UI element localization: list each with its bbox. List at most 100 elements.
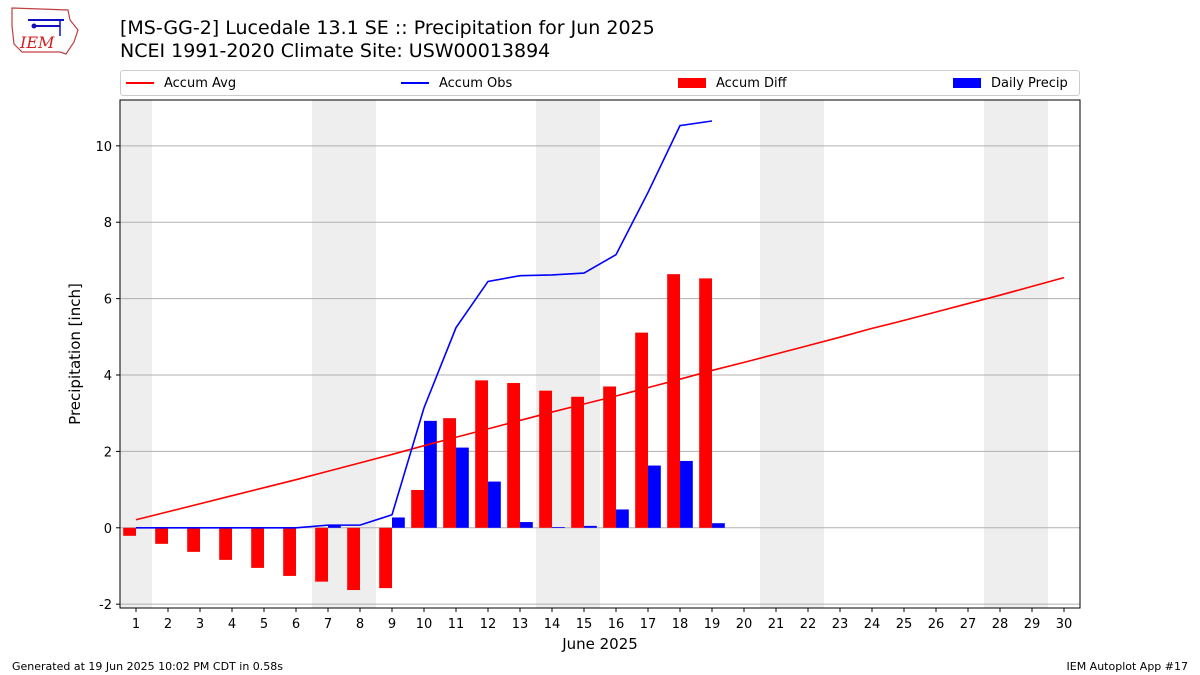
daily-precip-bar xyxy=(392,517,405,528)
x-tick-label: 9 xyxy=(388,617,396,632)
legend-item-daily-precip: Daily Precip xyxy=(953,71,1068,95)
accum-diff-bar xyxy=(347,527,360,591)
accum-obs-line xyxy=(136,120,713,529)
legend-item-accum-avg: Accum Avg xyxy=(126,71,236,95)
daily-precip-bar xyxy=(488,481,501,528)
accum-diff-bar xyxy=(379,527,392,589)
accum-diff-bar xyxy=(443,418,456,528)
accum-diff-bar xyxy=(539,390,552,528)
accum-diff-bar xyxy=(251,527,264,568)
daily-precip-bar xyxy=(648,465,661,528)
x-tick-label: 22 xyxy=(800,617,817,632)
x-tick-label: 15 xyxy=(576,617,593,632)
y-tick-label: -2 xyxy=(99,598,112,613)
x-tick-label: 8 xyxy=(356,617,364,632)
x-tick-label: 30 xyxy=(1056,617,1073,632)
x-tick-label: 10 xyxy=(416,617,433,632)
weekend-shade xyxy=(792,100,824,608)
x-tick-label: 12 xyxy=(480,617,497,632)
accum-diff-bar xyxy=(219,527,232,560)
x-tick-label: 28 xyxy=(992,617,1009,632)
chart-title: [MS-GG-2] Lucedale 13.1 SE :: Precipitat… xyxy=(120,17,655,39)
legend-swatch-accum-diff xyxy=(678,78,706,88)
weekend-shade xyxy=(1016,100,1048,608)
chart-legend: Accum Avg Accum Obs Accum Diff Daily Pre… xyxy=(120,70,1080,96)
y-tick-label: 0 xyxy=(104,522,112,537)
daily-precip-bar xyxy=(584,525,597,528)
plot-frame xyxy=(119,99,1081,609)
x-tick-label: 24 xyxy=(864,617,881,632)
accum-diff-bar xyxy=(155,527,168,544)
legend-item-accum-diff: Accum Diff xyxy=(678,71,787,95)
x-tick-label: 2 xyxy=(164,617,172,632)
accum-diff-bar xyxy=(411,489,424,528)
legend-swatch-accum-obs xyxy=(401,82,429,84)
x-tick-label: 16 xyxy=(608,617,625,632)
x-tick-label: 29 xyxy=(1024,617,1041,632)
legend-label-accum-obs: Accum Obs xyxy=(439,75,513,91)
weekend-shade xyxy=(568,100,600,608)
accum-diff-bar xyxy=(315,527,328,582)
daily-precip-bar xyxy=(552,527,565,528)
weekend-shade xyxy=(984,100,1016,608)
x-tick-label: 26 xyxy=(928,617,945,632)
x-tick-label: 19 xyxy=(704,617,721,632)
daily-precip-bar xyxy=(680,460,693,528)
accum-diff-bar xyxy=(635,332,648,528)
daily-precip-bar xyxy=(712,523,725,528)
y-tick-label: 2 xyxy=(104,445,112,460)
y-axis-label: Precipitation [inch] xyxy=(66,283,84,425)
accum-diff-bar xyxy=(571,396,584,528)
x-tick-label: 27 xyxy=(960,617,977,632)
iem-logo-text: IEM xyxy=(19,33,55,52)
x-tick-label: 1 xyxy=(132,617,140,632)
autoplot-app-label: IEM Autoplot App #17 xyxy=(1066,660,1189,673)
daily-precip-bar xyxy=(520,522,533,528)
legend-swatch-accum-avg xyxy=(126,82,154,84)
accum-diff-bar xyxy=(123,527,136,536)
legend-swatch-daily-precip xyxy=(953,78,981,88)
y-tick-label: 4 xyxy=(104,369,112,384)
iem-logo: IEM xyxy=(11,7,79,55)
daily-precip-bar xyxy=(456,447,469,528)
x-tick-label: 11 xyxy=(448,617,465,632)
x-tick-label: 20 xyxy=(736,617,753,632)
legend-item-accum-obs: Accum Obs xyxy=(401,71,512,95)
accum-diff-bar xyxy=(507,383,520,528)
generated-timestamp: Generated at 19 Jun 2025 10:02 PM CDT in… xyxy=(12,660,284,673)
x-tick-label: 18 xyxy=(672,617,689,632)
y-tick-label: 8 xyxy=(104,216,112,231)
chart-subtitle: NCEI 1991-2020 Climate Site: USW00013894 xyxy=(120,40,551,62)
x-tick-label: 7 xyxy=(324,617,332,632)
weekend-shade xyxy=(344,100,376,608)
accum-diff-bar xyxy=(667,274,680,528)
x-tick-label: 17 xyxy=(640,617,657,632)
x-tick-label: 4 xyxy=(228,617,236,632)
x-tick-label: 3 xyxy=(196,617,204,632)
daily-precip-bar xyxy=(616,509,629,528)
x-axis-label: June 2025 xyxy=(561,635,638,653)
x-tick-label: 14 xyxy=(544,617,561,632)
weekend-shade xyxy=(312,100,344,608)
legend-label-daily-precip: Daily Precip xyxy=(991,75,1068,91)
accum-diff-bar xyxy=(475,380,488,528)
x-tick-label: 21 xyxy=(768,617,785,632)
weekend-shade xyxy=(120,100,152,608)
legend-label-accum-avg: Accum Avg xyxy=(164,75,237,91)
weekend-shade xyxy=(536,100,568,608)
daily-precip-bar xyxy=(328,525,341,528)
daily-precip-bar xyxy=(424,420,437,528)
x-tick-label: 25 xyxy=(896,617,913,632)
accum-diff-bar xyxy=(187,527,200,552)
accum-diff-bar xyxy=(283,527,296,576)
legend-label-accum-diff: Accum Diff xyxy=(716,75,787,91)
x-tick-label: 23 xyxy=(832,617,849,632)
y-tick-label: 10 xyxy=(95,140,112,155)
accum-diff-bar xyxy=(603,386,616,528)
x-tick-label: 6 xyxy=(292,617,300,632)
accum-avg-line xyxy=(135,276,1065,521)
x-tick-label: 5 xyxy=(260,617,268,632)
x-tick-label: 13 xyxy=(512,617,529,632)
accum-diff-bar xyxy=(699,278,712,528)
